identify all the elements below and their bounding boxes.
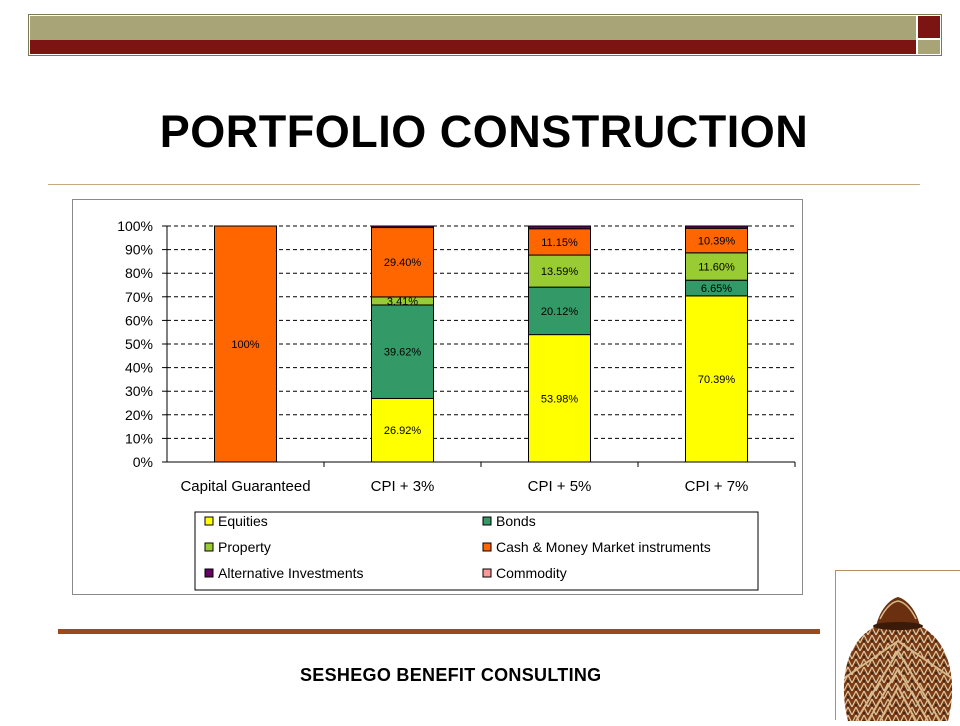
bar-segment [685,225,748,229]
y-tick-label: 100% [117,218,153,234]
legend-label: Equities [218,513,268,529]
stacked-bar-chart: 0%10%20%30%40%50%60%70%80%90%100%0%100%C… [117,218,796,591]
bar-segment [685,252,748,281]
x-category-label: CPI + 3% [371,478,435,495]
legend-label: Property [218,539,271,555]
woven-basket-image [843,597,953,721]
y-tick-label: 10% [125,430,153,446]
legend-label: Commodity [496,565,567,581]
x-category-label: CPI + 7% [685,478,749,495]
legend-swatch [204,542,214,552]
data-label: 53.98% [541,393,579,405]
data-label: 29.40% [384,257,422,269]
title-divider [48,184,920,185]
legend-swatch [482,542,492,552]
data-label: 11.60% [698,261,735,273]
footer-text: SESHEGO BENEFIT CONSULTING [300,665,602,685]
y-tick-label: 40% [125,360,153,376]
data-label: 70.39% [698,374,736,386]
bar-segment [214,225,277,463]
legend-box [194,511,759,591]
y-tick-label: 0% [133,454,153,470]
y-tick-label: 20% [125,407,153,423]
bar-segment [528,334,591,463]
y-tick-label: 60% [125,312,153,328]
legend-swatch [482,568,492,578]
y-tick-label: 30% [125,383,153,399]
legend-swatch [482,516,492,526]
legend-swatch [204,568,214,578]
x-category-label: Capital Guaranteed [180,478,310,495]
bar-segment [528,225,591,230]
footer-divider [58,629,820,634]
top-banner-frame [28,14,942,56]
top-banner-corner-maroon [918,16,940,38]
data-label: 100% [231,339,259,351]
legend-swatch [204,516,214,526]
data-label: 6.65% [701,283,732,295]
x-category-label: CPI + 5% [528,478,592,495]
bar-segment [528,228,591,256]
chart-container: 0%10%20%30%40%50%60%70%80%90%100%0%100%C… [72,199,803,595]
y-tick-label: 80% [125,265,153,281]
legend-label: Bonds [496,513,536,529]
data-label: 26.92% [384,425,422,437]
bar-segment [371,225,434,229]
data-label: 11.15% [541,237,578,249]
y-tick-label: 90% [125,242,153,258]
top-banner-corner-olive [918,40,940,54]
legend-label: Alternative Investments [218,565,364,581]
bar-segment [528,286,591,336]
slide-title: PORTFOLIO CONSTRUCTION [159,106,809,157]
legend-label: Cash & Money Market instruments [496,539,711,555]
y-tick-label: 70% [125,289,153,305]
top-banner-olive-band [30,16,916,40]
data-label: 10.39% [698,236,736,248]
bar-segment [685,227,748,254]
top-banner-maroon-band [30,40,916,54]
data-label: 3.41% [387,296,418,308]
data-label: 39.62% [384,347,422,359]
y-tick-label: 50% [125,336,153,352]
basket-image-frame [835,570,960,721]
data-label: 13.59% [541,266,579,278]
data-label: 20.12% [541,306,579,318]
